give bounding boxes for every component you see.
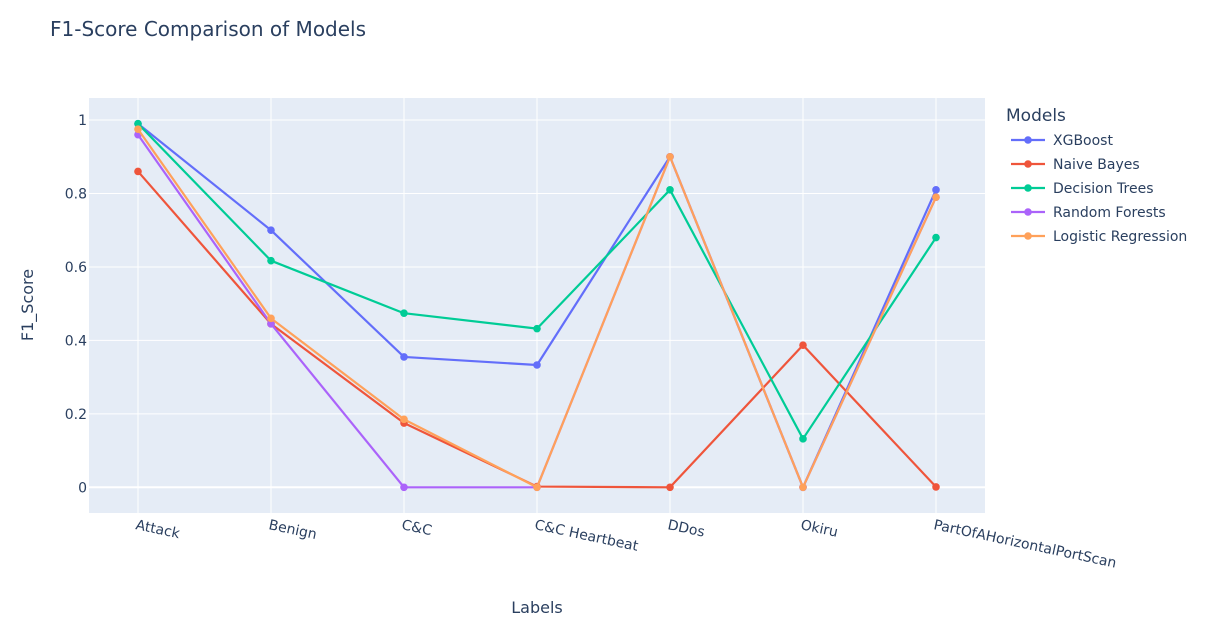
data-point bbox=[400, 353, 408, 361]
y-axis-ticks: 0 0.2 0.4 0.6 0.8 1 bbox=[65, 113, 87, 496]
data-point bbox=[267, 256, 275, 265]
legend-title: Models bbox=[1006, 106, 1066, 126]
data-point bbox=[400, 415, 408, 424]
legend-item[interactable]: Logistic Regression bbox=[1011, 229, 1187, 245]
data-point bbox=[267, 320, 275, 328]
data-point bbox=[932, 186, 940, 194]
legend-item[interactable]: Random Forests bbox=[1011, 205, 1166, 221]
x-tick-label: PartOfAHorizontalPortScan bbox=[932, 517, 1118, 571]
legend-label: XGBoost bbox=[1053, 133, 1113, 149]
series-logistic-regression bbox=[134, 125, 940, 492]
y-tick-label: 0.2 bbox=[65, 407, 87, 423]
data-point bbox=[134, 167, 142, 176]
data-point bbox=[799, 483, 807, 492]
data-point bbox=[134, 125, 142, 134]
legend-item[interactable]: Decision Trees bbox=[1011, 181, 1154, 197]
x-axis-ticks: Attack Benign C&C C&C Heartbeat DDos Okiru Par… bbox=[134, 517, 1118, 571]
legend-label: Logistic Regression bbox=[1053, 229, 1187, 245]
legend: Models XGBoost Naive Bayes Decision Trees R… bbox=[1006, 106, 1187, 245]
data-point bbox=[400, 483, 408, 492]
legend-item[interactable]: Naive Bayes bbox=[1011, 157, 1140, 173]
data-point bbox=[400, 309, 408, 318]
data-point bbox=[932, 233, 940, 242]
data-point bbox=[932, 193, 940, 201]
y-tick-label: 1 bbox=[78, 113, 87, 129]
series-layer bbox=[134, 119, 940, 492]
data-point bbox=[267, 226, 275, 235]
y-tick-label: 0 bbox=[78, 480, 87, 496]
data-point bbox=[666, 186, 674, 194]
data-point bbox=[666, 483, 674, 492]
data-point bbox=[799, 341, 807, 349]
legend-label: Decision Trees bbox=[1053, 181, 1154, 197]
y-tick-label: 0.8 bbox=[65, 186, 87, 202]
legend-items: XGBoost Naive Bayes Decision Trees Random F… bbox=[1011, 133, 1187, 245]
y-tick-label: 0.6 bbox=[65, 260, 87, 276]
data-point bbox=[533, 361, 541, 369]
x-tick-label: DDos bbox=[666, 517, 706, 540]
data-point bbox=[134, 119, 142, 128]
x-tick-label: Benign bbox=[267, 517, 318, 543]
x-tick-label: C&C Heartbeat bbox=[533, 517, 640, 555]
legend-swatch-marker bbox=[1024, 136, 1032, 144]
data-point bbox=[533, 483, 541, 492]
y-tick-label: 0.4 bbox=[65, 333, 87, 349]
legend-label: Random Forests bbox=[1053, 205, 1166, 221]
x-axis-title: Labels bbox=[511, 598, 563, 617]
legend-swatch-marker bbox=[1024, 232, 1032, 240]
data-point bbox=[533, 324, 541, 333]
data-point bbox=[799, 435, 807, 443]
legend-item[interactable]: XGBoost bbox=[1011, 133, 1113, 149]
legend-swatch-marker bbox=[1024, 160, 1032, 168]
y-axis-title: F1_Score bbox=[18, 269, 38, 341]
data-point bbox=[932, 483, 940, 491]
data-point bbox=[666, 152, 674, 161]
data-point bbox=[267, 314, 275, 323]
x-tick-label: Attack bbox=[134, 517, 182, 542]
grid-lines bbox=[89, 98, 985, 513]
legend-swatch-marker bbox=[1024, 184, 1032, 192]
chart-title: F1-Score Comparison of Models bbox=[50, 17, 366, 41]
x-tick-label: C&C bbox=[400, 517, 433, 539]
x-tick-label: Okiru bbox=[799, 517, 839, 540]
legend-swatch-marker bbox=[1024, 208, 1032, 216]
legend-label: Naive Bayes bbox=[1053, 157, 1140, 173]
series-decision-trees bbox=[134, 119, 940, 443]
